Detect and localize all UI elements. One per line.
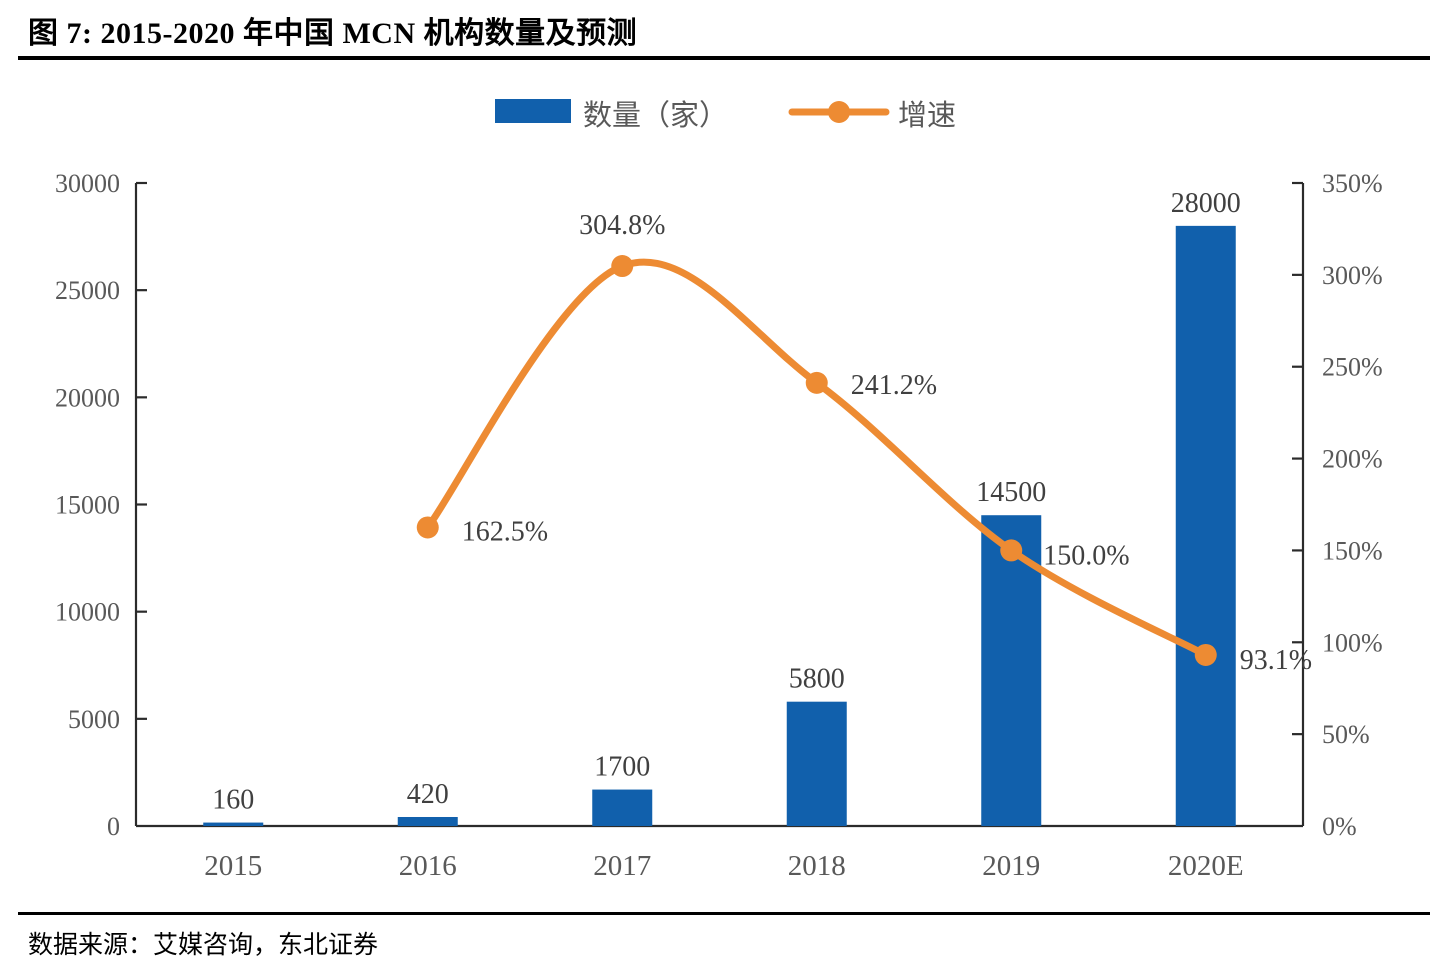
growth-line-marker [611, 255, 634, 278]
growth-value-label: 304.8% [579, 210, 665, 241]
bar [786, 701, 847, 826]
growth-value-label: 93.1% [1240, 645, 1312, 676]
bar-series [203, 225, 1236, 826]
legend-label-growth: 增速 [898, 99, 956, 132]
growth-line-marker [416, 516, 439, 539]
growth-line-marker [805, 371, 828, 394]
bar [203, 822, 264, 826]
right-axis-tick-label: 0% [1322, 812, 1357, 841]
category-label: 2015 [204, 850, 262, 882]
chart-axes: 0 5000 10000 15000 20000 25000 30000 0% 50% 100% 1… [55, 169, 1383, 841]
bar-value-label: 160 [212, 785, 254, 816]
category-label: 2017 [593, 850, 651, 882]
left-axis-tick-label: 15000 [55, 491, 120, 520]
right-axis-tick-label: 300% [1322, 261, 1383, 290]
left-axis-tick-label: 25000 [55, 276, 120, 305]
growth-value-label: 150.0% [1043, 540, 1129, 571]
bar-value-label: 420 [407, 779, 449, 810]
legend-marker-growth [828, 101, 850, 123]
legend-swatch-bar [495, 99, 571, 123]
right-axis-tick-label: 100% [1322, 628, 1383, 657]
right-axis-tick-label: 200% [1322, 445, 1383, 474]
bar [1175, 225, 1236, 826]
category-axis-labels: 2015 2016 2017 2018 2019 2020E [204, 850, 1243, 882]
title-divider [18, 56, 1430, 60]
bar-value-label: 1700 [594, 752, 650, 783]
mcn-combo-chart: 数量（家） 增速 0 5000 10000 15000 20000 25000 30000 0%… [55, 99, 1383, 882]
bar-value-label: 5800 [789, 664, 845, 695]
growth-line-marker [1194, 643, 1217, 666]
growth-line [424, 258, 1210, 659]
right-axis-tick-label: 50% [1322, 720, 1370, 749]
source-divider [18, 912, 1430, 915]
left-axis-tick-label: 10000 [55, 598, 120, 627]
bar-value-label: 28000 [1171, 188, 1241, 219]
right-axis-tick-label: 250% [1322, 353, 1383, 382]
left-axis-tick-label: 30000 [55, 169, 120, 198]
left-axis-tick-label: 5000 [68, 705, 120, 734]
bar [397, 816, 458, 826]
right-axis-tick-label: 350% [1322, 169, 1383, 198]
left-axis-tick-label: 20000 [55, 383, 120, 412]
figure-title: 图 7: 2015-2020 年中国 MCN 机构数量及预测 [28, 17, 638, 50]
bar-value-label: 14500 [976, 477, 1046, 508]
growth-value-label: 241.2% [851, 370, 937, 401]
data-labels: 160 420 1700 5800 14500 28000 162.5% 304.8% 241.… [212, 188, 1312, 816]
left-axis-tick-label: 0 [107, 812, 120, 841]
line-series [416, 255, 1217, 666]
chart-area: 数量（家） 增速 0 5000 10000 15000 20000 25000 30000 0%… [0, 62, 1448, 912]
source-note: 数据来源：艾媒咨询，东北证券 [28, 932, 379, 959]
category-label: 2020E [1168, 850, 1244, 882]
growth-value-label: 162.5% [462, 516, 548, 547]
category-label: 2019 [982, 850, 1040, 882]
legend-label-bar: 数量（家） [583, 99, 728, 132]
bar [592, 789, 653, 826]
category-label: 2018 [788, 850, 846, 882]
chart-legend: 数量（家） 增速 [495, 99, 956, 132]
right-axis-tick-label: 150% [1322, 536, 1383, 565]
growth-line-marker [1000, 539, 1023, 562]
category-label: 2016 [399, 850, 457, 882]
